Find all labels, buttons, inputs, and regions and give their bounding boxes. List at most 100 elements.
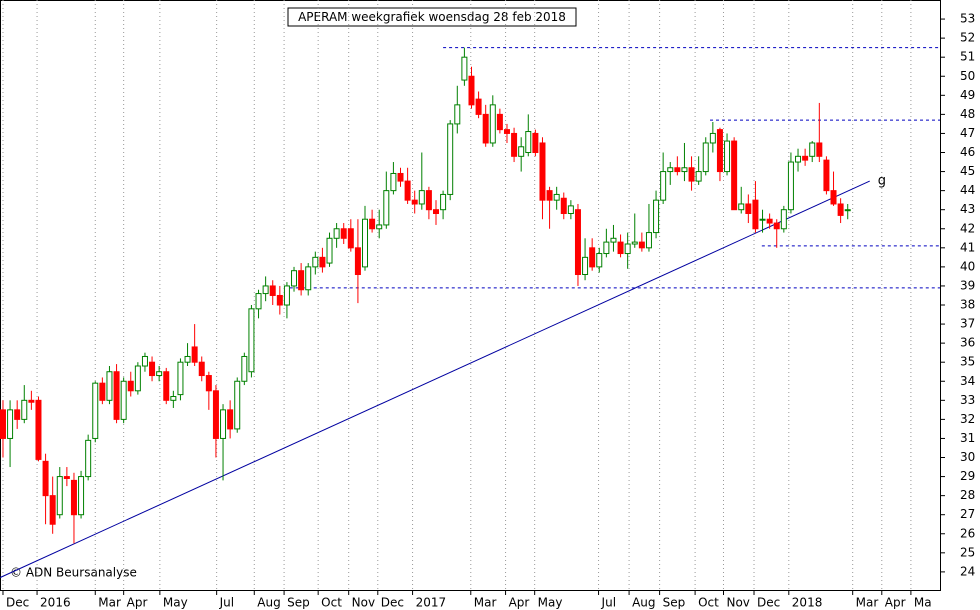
candle-body: [7, 409, 14, 439]
candle-body: [795, 155, 802, 163]
candle-body: [340, 228, 347, 239]
x-tick-label: Oct: [698, 596, 719, 610]
candle-body: [354, 247, 361, 276]
candle-body: [617, 241, 624, 255]
y-tick-label: 48: [960, 107, 975, 121]
candle-body: [582, 256, 589, 276]
candle-body: [28, 399, 35, 403]
trendline: [0, 180, 870, 579]
candle-body: [738, 203, 745, 211]
y-tick-label: 28: [960, 488, 975, 502]
x-tick-label: Dec: [6, 596, 29, 610]
y-tick-label: 38: [960, 298, 975, 312]
y-tick-label: 43: [960, 202, 975, 216]
candle-body: [404, 180, 411, 201]
candle-body: [752, 199, 759, 230]
x-tick-label: Sep: [663, 596, 686, 610]
candle-body: [85, 439, 92, 478]
candle-body: [241, 355, 248, 382]
candle-body: [411, 199, 418, 205]
x-tick-label: May: [538, 596, 563, 610]
y-tick-label: 46: [960, 145, 975, 159]
candle-body: [92, 382, 99, 439]
y-tick-label: 27: [960, 507, 975, 521]
source-label: © ADN Beursanalyse: [10, 566, 137, 580]
candle-body: [844, 209, 851, 212]
candle-body: [567, 205, 574, 215]
candle-body: [830, 190, 837, 205]
candle-body: [21, 399, 28, 420]
candle-body: [816, 142, 823, 157]
candle-body: [624, 243, 631, 255]
candle-body: [283, 285, 290, 306]
y-tick-label: 52: [960, 31, 975, 45]
x-tick-label: May: [163, 596, 188, 610]
x-tick-label: Aug: [257, 596, 280, 610]
candle-body: [638, 241, 645, 249]
y-tick-label: 51: [960, 50, 975, 64]
x-tick-label: Aug: [632, 596, 655, 610]
x-tick-label: Apr: [509, 596, 530, 610]
y-tick-label: 33: [960, 393, 975, 407]
x-tick-label: 2016: [40, 596, 71, 610]
y-tick-label: 36: [960, 336, 975, 350]
candle-body: [163, 371, 170, 401]
y-tick-label: 29: [960, 469, 975, 483]
y-tick-label: 30: [960, 450, 975, 464]
trendline-label: g: [878, 174, 886, 189]
candle-body: [440, 193, 447, 211]
candle-body: [780, 209, 787, 230]
y-tick-label: 25: [960, 545, 975, 559]
candle-body: [134, 365, 141, 392]
candle-body: [184, 355, 191, 363]
candle-body: [170, 396, 177, 401]
candle-body: [667, 167, 674, 173]
candle-body: [553, 193, 560, 201]
y-tick-label: 39: [960, 278, 975, 292]
y-tick-label: 40: [960, 259, 975, 273]
candle-body: [298, 270, 305, 291]
candle-body: [475, 98, 482, 115]
x-tick-label: Nov: [352, 596, 375, 610]
candle-body: [390, 172, 397, 192]
candle-body: [688, 167, 695, 182]
candle-body: [248, 308, 255, 373]
candle-body: [177, 361, 184, 396]
candle-body: [468, 75, 475, 106]
x-tick-label: Apr: [127, 596, 148, 610]
candle-body: [432, 209, 439, 215]
candle-body: [418, 190, 425, 205]
candle-body: [220, 409, 227, 439]
candle-body: [787, 161, 794, 211]
candle-body: [532, 132, 539, 154]
candle-body: [262, 285, 269, 295]
candle-body: [837, 203, 844, 216]
candle-body: [78, 476, 85, 516]
candle-body: [0, 409, 6, 439]
candle-body: [141, 355, 148, 367]
candle-body: [695, 171, 702, 182]
candle-body: [99, 382, 106, 401]
candle-body: [276, 294, 283, 306]
y-tick-label: 53: [960, 12, 975, 26]
y-tick-label: 44: [960, 183, 975, 197]
y-tick-label: 41: [960, 240, 975, 254]
y-tick-label: 24: [960, 564, 975, 578]
candle-body: [106, 371, 113, 401]
candle-body: [724, 140, 731, 173]
candle-body: [149, 361, 156, 377]
candle-body: [305, 266, 312, 291]
candle-body: [482, 113, 489, 144]
x-tick-label: Nov: [726, 596, 749, 610]
candle-body: [120, 380, 127, 420]
x-tick-label: Oct: [321, 596, 342, 610]
chart-title: APERAM weekgrafiek woensdag 28 feb 2018: [298, 10, 566, 24]
candle-body: [319, 256, 326, 268]
candle-body: [369, 218, 376, 230]
candle-body: [447, 123, 454, 195]
candle-body: [376, 224, 383, 230]
y-tick-label: 35: [960, 355, 975, 369]
candle-body: [759, 218, 766, 221]
candle-body: [610, 237, 617, 243]
candle-body: [660, 171, 667, 201]
